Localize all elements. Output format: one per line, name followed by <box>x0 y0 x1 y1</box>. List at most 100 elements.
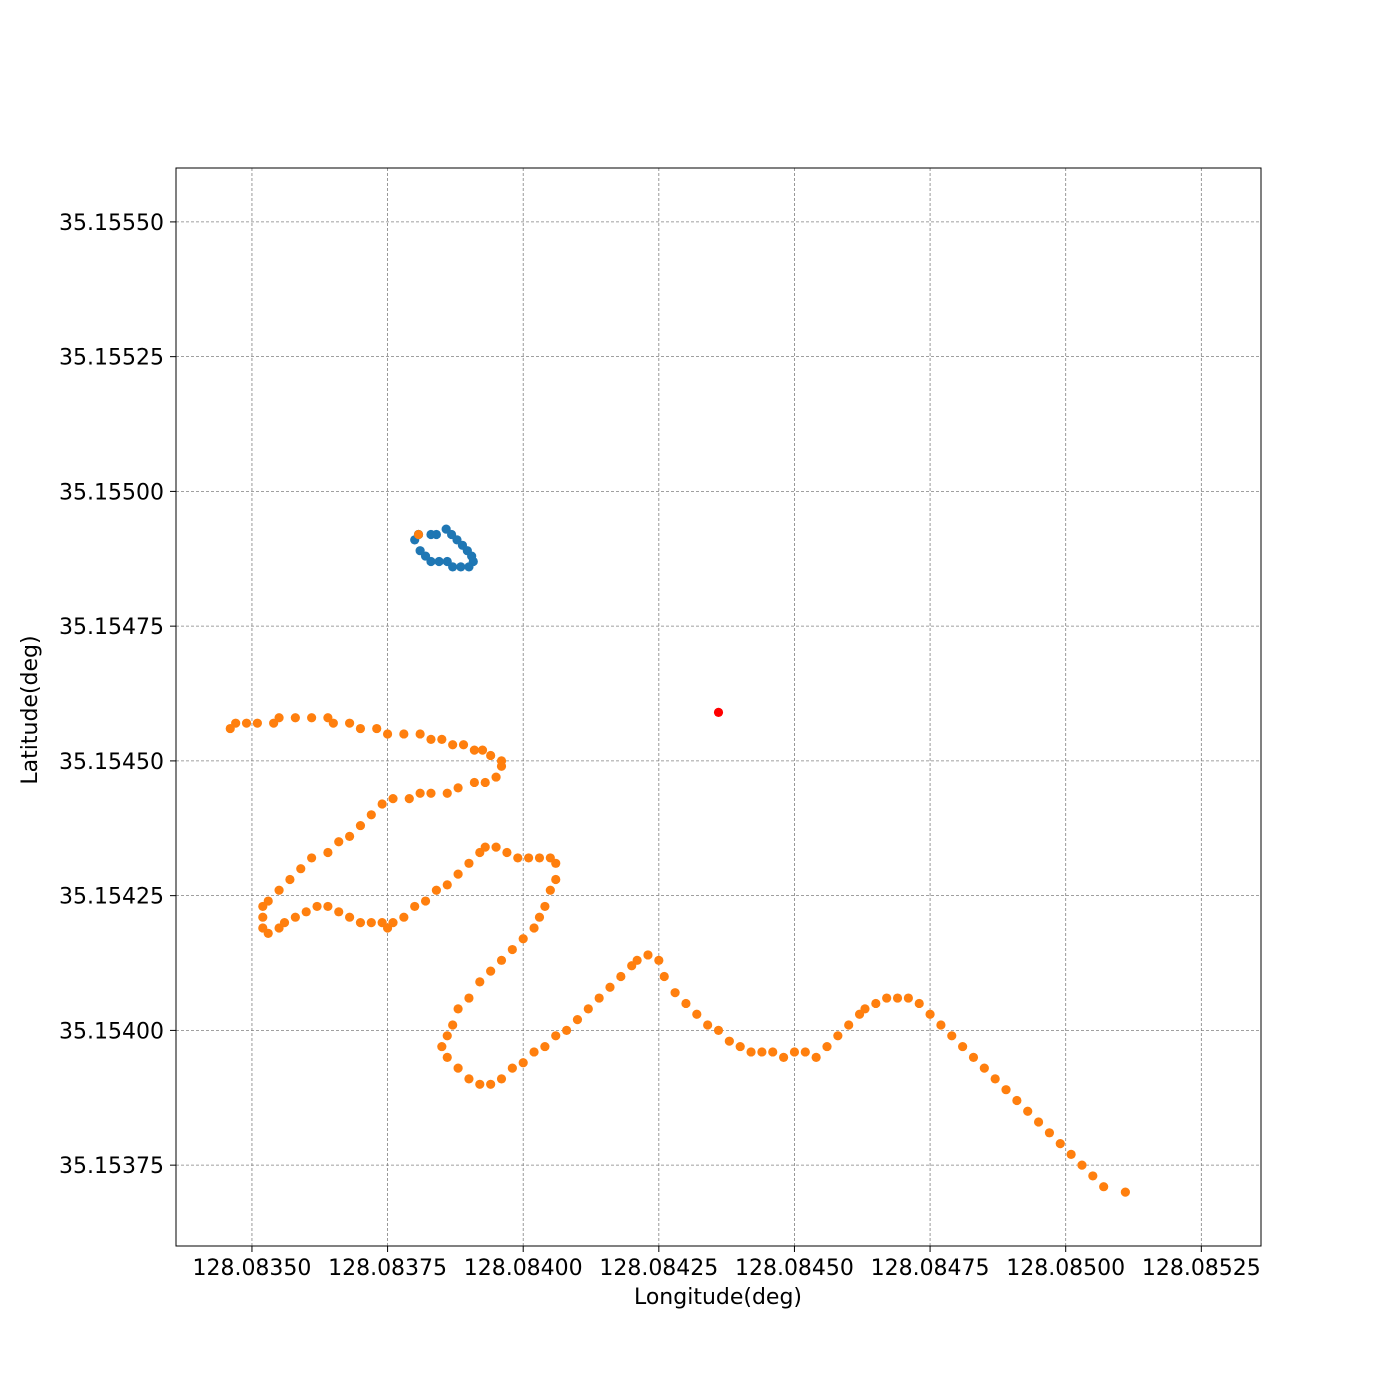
data-point <box>448 1020 458 1030</box>
data-point <box>415 729 425 739</box>
y-axis-label: Latitude(deg) <box>18 635 43 784</box>
data-point <box>892 993 903 1003</box>
x-tick-label: 128.08400 <box>464 1256 583 1281</box>
data-point <box>323 901 333 912</box>
data-point <box>420 896 431 906</box>
data-point <box>507 944 517 955</box>
x-tick-label: 128.08350 <box>192 1256 311 1281</box>
data-point <box>442 1031 452 1041</box>
data-point <box>822 1041 832 1052</box>
data-point <box>480 842 490 852</box>
x-tick-label: 128.08425 <box>599 1256 718 1281</box>
data-point <box>442 1052 452 1062</box>
data-point <box>833 1031 843 1041</box>
x-tick-label: 128.08500 <box>1006 1256 1125 1281</box>
data-point <box>534 853 545 863</box>
data-point <box>513 853 523 863</box>
data-point <box>307 853 317 863</box>
data-point <box>534 912 545 922</box>
data-point <box>654 955 664 965</box>
data-point <box>1033 1117 1044 1127</box>
data-point <box>800 1047 810 1057</box>
y-tick-label: 35.15450 <box>59 750 164 775</box>
data-point <box>496 761 507 771</box>
data-point <box>958 1041 968 1052</box>
y-tick-label: 35.15375 <box>59 1154 164 1179</box>
data-point <box>453 869 463 879</box>
data-point <box>382 729 393 739</box>
data-point <box>399 912 409 922</box>
data-point <box>355 918 366 928</box>
data-point <box>486 750 496 761</box>
data-point <box>426 788 436 798</box>
data-point <box>1120 1187 1130 1197</box>
data-point <box>258 912 268 922</box>
data-point <box>860 1004 870 1014</box>
data-point <box>1044 1128 1055 1138</box>
data-point <box>345 831 355 841</box>
data-point <box>529 923 539 933</box>
data-point <box>231 718 241 728</box>
x-axis-label: Longitude(deg) <box>634 1285 802 1310</box>
data-point <box>713 707 724 717</box>
y-tick-label: 35.15550 <box>59 211 164 236</box>
data-point <box>241 718 252 728</box>
data-point <box>274 713 284 723</box>
data-point <box>692 1009 702 1019</box>
data-point <box>456 562 466 572</box>
data-point <box>681 998 691 1009</box>
data-point <box>442 880 452 890</box>
data-point <box>410 901 420 912</box>
data-point <box>1077 1160 1087 1170</box>
data-point <box>903 993 913 1003</box>
data-point <box>670 988 680 998</box>
data-point <box>442 788 452 798</box>
data-point <box>366 918 376 928</box>
data-point <box>491 772 501 782</box>
data-point <box>426 734 436 744</box>
data-point <box>475 977 485 987</box>
data-point <box>323 847 333 858</box>
data-point <box>477 745 488 755</box>
data-point <box>464 993 474 1003</box>
data-point <box>605 982 615 992</box>
series-2 <box>713 707 724 717</box>
data-point <box>757 1047 767 1057</box>
data-series <box>225 524 1130 1197</box>
data-point <box>404 794 414 804</box>
y-tick-label: 35.15475 <box>59 615 164 640</box>
data-point <box>464 1074 474 1084</box>
data-point <box>524 853 534 863</box>
data-point <box>453 783 463 793</box>
data-point <box>616 971 626 982</box>
data-point <box>551 858 561 868</box>
series-1 <box>225 529 1130 1197</box>
data-point <box>399 729 409 739</box>
data-point <box>334 907 344 917</box>
data-point <box>285 874 295 885</box>
data-point <box>529 1047 539 1057</box>
data-point <box>562 1025 572 1035</box>
data-point <box>345 912 355 922</box>
data-point <box>1088 1171 1098 1181</box>
data-point <box>469 777 479 788</box>
data-point <box>486 1079 496 1089</box>
data-point <box>442 556 452 567</box>
data-point <box>377 799 387 809</box>
data-point <box>659 971 669 982</box>
data-point <box>486 966 496 976</box>
data-point <box>746 1047 756 1057</box>
data-point <box>789 1047 800 1057</box>
data-point <box>551 1031 561 1041</box>
data-point <box>572 1015 583 1025</box>
data-point <box>480 777 490 788</box>
data-point <box>372 723 382 734</box>
data-point <box>334 837 344 847</box>
data-point <box>258 901 268 912</box>
x-tick-label: 128.08475 <box>871 1256 990 1281</box>
data-point <box>882 993 892 1003</box>
y-tick-label: 35.15425 <box>59 885 164 910</box>
data-point <box>458 740 469 750</box>
data-point <box>632 955 642 965</box>
data-point <box>448 740 458 750</box>
